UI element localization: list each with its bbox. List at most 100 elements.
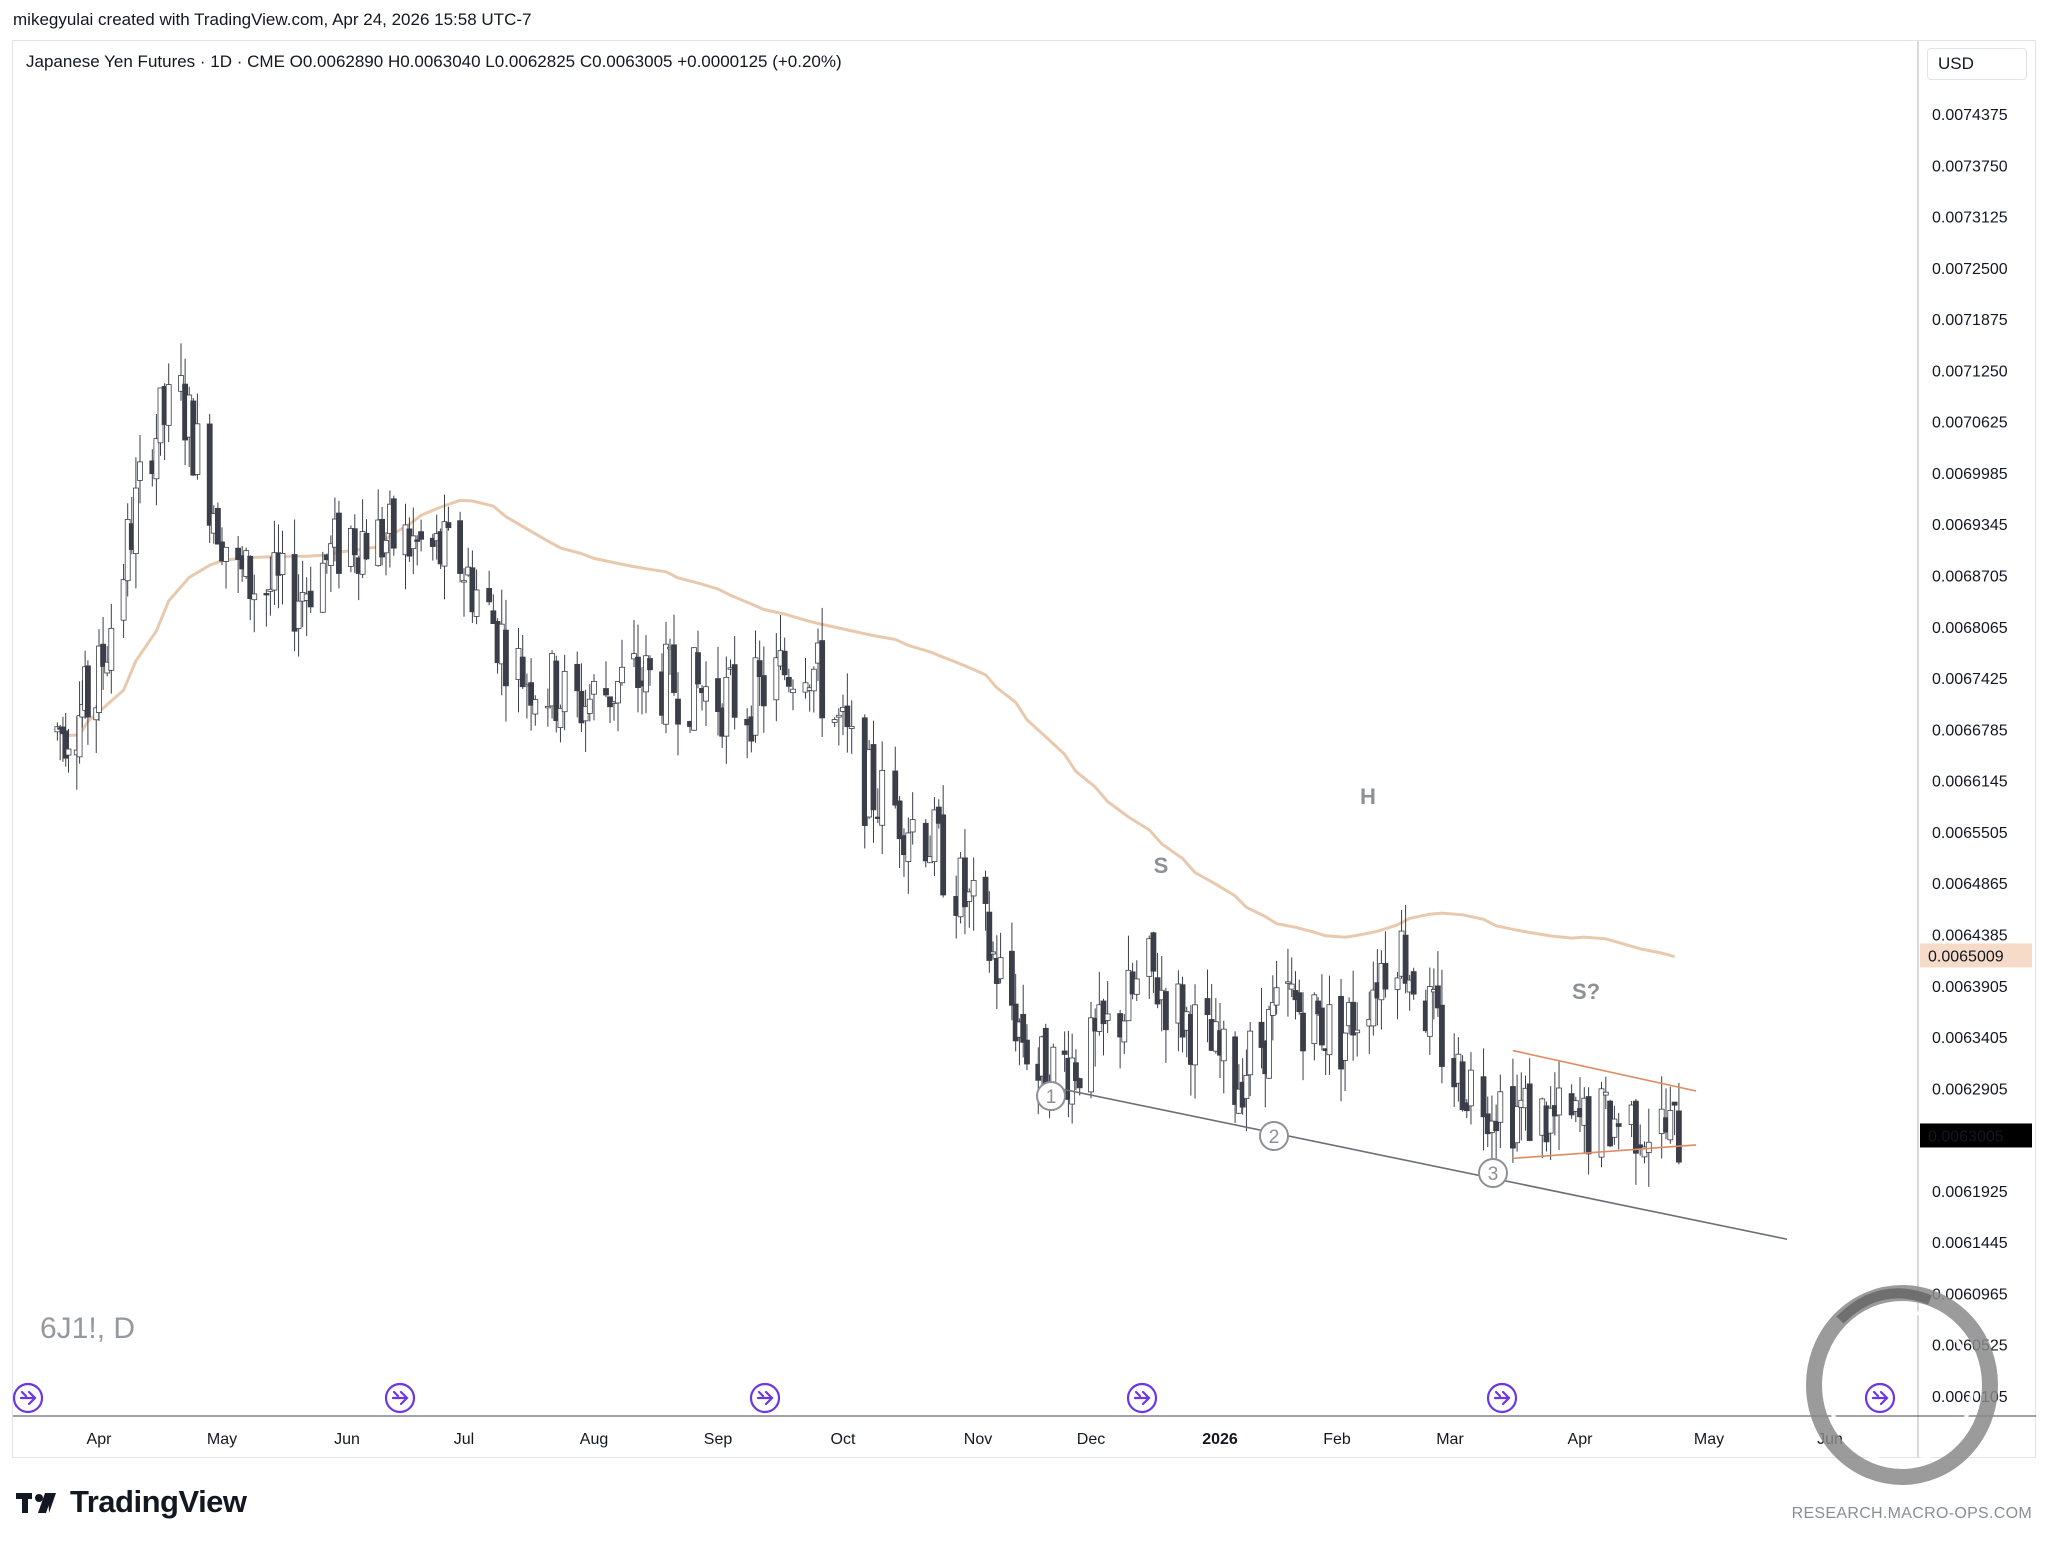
candle-body <box>1602 1091 1609 1096</box>
price-axis-label: 0.0068705 <box>1932 569 2008 586</box>
wave-circle <box>1259 1121 1289 1151</box>
candle-body <box>165 384 172 426</box>
candle-body <box>844 705 851 728</box>
candle-body <box>1468 1069 1474 1107</box>
candle-body <box>235 547 242 561</box>
candle-body <box>124 519 131 582</box>
tradingview-logo[interactable]: TradingView <box>16 1484 247 1520</box>
price-axis-label: 0.0069985 <box>1932 466 2008 483</box>
candle-body <box>1315 1000 1322 1015</box>
wave-number: 1 <box>1046 1087 1057 1108</box>
candle-body <box>892 770 899 806</box>
candle-body <box>1547 1107 1554 1134</box>
candle-body <box>503 629 509 687</box>
candle-body <box>251 593 258 601</box>
candle-body <box>810 668 817 692</box>
event-marker-icon[interactable] <box>12 1382 44 1414</box>
candle-body <box>603 688 609 696</box>
time-axis-label: Aug <box>580 1431 608 1448</box>
candle-body <box>835 714 842 718</box>
event-marker-icon[interactable] <box>1486 1382 1518 1414</box>
macro-ops-logo <box>1806 1285 1998 1485</box>
candle-body <box>731 664 738 718</box>
event-marker-icon[interactable] <box>1126 1382 1158 1414</box>
candle-body <box>723 676 730 737</box>
candle-body <box>1439 1004 1445 1067</box>
candle-body <box>1024 1039 1030 1065</box>
candle-body <box>695 652 701 685</box>
candle-body <box>1382 963 1389 990</box>
event-marker-icon[interactable] <box>384 1382 416 1414</box>
candle-body <box>414 539 421 542</box>
candle-body <box>905 832 912 862</box>
candle-body <box>1192 1004 1198 1066</box>
candle-body <box>1326 1004 1333 1056</box>
candle-body <box>1402 934 1409 984</box>
candle-body <box>1611 1118 1618 1138</box>
event-marker-arrow <box>1493 1390 1511 1406</box>
candle-body <box>990 951 996 955</box>
candle-body <box>1434 985 1441 1009</box>
candle-body <box>1104 1013 1111 1021</box>
currency-button[interactable]: USD <box>1927 48 2027 80</box>
symbol-watermark: 6J1!, D <box>40 1312 136 1345</box>
event-marker-icon[interactable] <box>749 1382 781 1414</box>
candle-body <box>1410 971 1417 995</box>
symbol-legend[interactable]: Japanese Yen Futures · 1D · CME O0.00628… <box>26 52 842 71</box>
candle-body <box>1243 1075 1250 1099</box>
candle-body <box>715 678 721 712</box>
triangle-upper-line <box>1512 1049 1697 1092</box>
candle-body <box>643 655 649 693</box>
candle-body <box>966 891 973 902</box>
candle-body <box>1285 981 1291 984</box>
candle-body <box>1645 1141 1652 1153</box>
candle-body <box>752 657 759 736</box>
candle-body <box>1556 1087 1562 1116</box>
candle-body <box>631 653 637 660</box>
candle-body <box>1163 991 1169 1031</box>
candle-body <box>100 643 106 667</box>
candle-body <box>390 498 397 549</box>
event-marker-icon[interactable] <box>1864 1382 1896 1414</box>
candle-body <box>1204 998 1211 1016</box>
price-axis-label: 0.0064865 <box>1932 876 2008 893</box>
candle-body <box>1354 1029 1361 1034</box>
price-axis-label: 0.0061445 <box>1932 1235 2008 1252</box>
candle-body <box>336 512 342 574</box>
candle-body <box>429 537 436 547</box>
candle-body <box>879 770 886 826</box>
candle-body <box>1615 1123 1622 1127</box>
candle-body <box>831 719 838 723</box>
time-axis-label: Mar <box>1436 1431 1464 1448</box>
candle-body <box>544 705 551 709</box>
candle-body <box>441 521 448 567</box>
candle-body <box>1426 986 1433 1037</box>
candle-body <box>1493 1120 1500 1132</box>
candle-body <box>1258 1021 1265 1048</box>
candle-body <box>1311 994 1318 1045</box>
time-axis-label: May <box>1694 1431 1724 1448</box>
candle-body <box>1526 1083 1533 1141</box>
candle-body <box>291 554 298 632</box>
candle-body <box>137 461 143 481</box>
candle-body <box>528 682 534 706</box>
candle-body <box>896 800 903 840</box>
time-axis-label: Sep <box>704 1431 733 1448</box>
candle-body <box>383 540 389 554</box>
candle-body <box>418 531 425 540</box>
price-axis-label: 0.0072500 <box>1932 261 2008 278</box>
price-axis-label: 0.0071875 <box>1932 312 2008 329</box>
wave-circle <box>1478 1158 1508 1188</box>
candle-body <box>1497 1091 1504 1123</box>
candle-body <box>962 857 968 908</box>
candle-body <box>120 579 127 621</box>
price-axis-label: 0.0067425 <box>1932 671 2008 688</box>
candle-body <box>1150 932 1157 972</box>
candle-body <box>473 589 480 617</box>
candle-body <box>319 562 326 613</box>
candle-body <box>819 640 826 719</box>
candle-body <box>76 715 83 758</box>
candle-body <box>1676 1110 1682 1163</box>
candle-body <box>1076 1078 1083 1089</box>
